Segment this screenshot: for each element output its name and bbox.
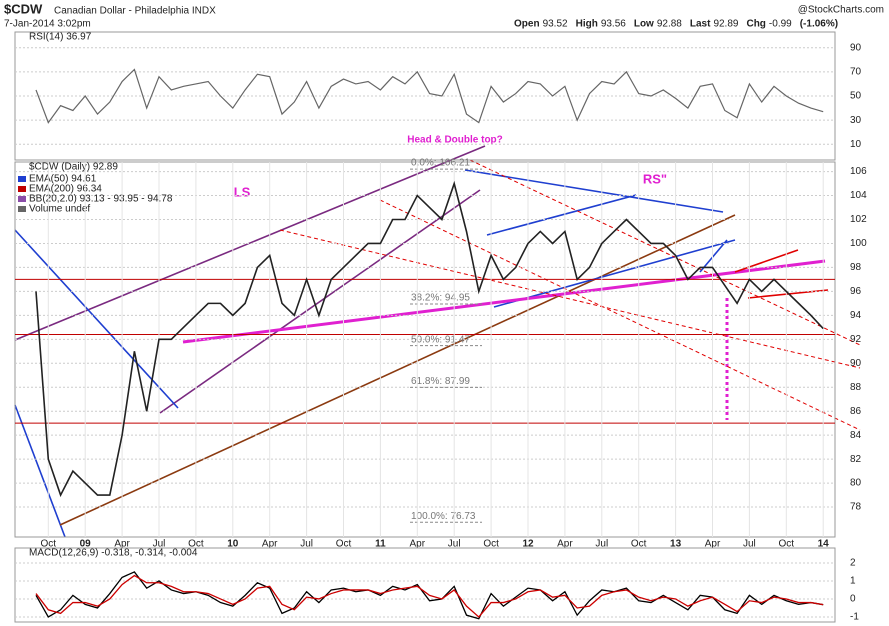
fib-label: 50.0%: 91.47 — [411, 334, 470, 345]
x-tick-label: Jul — [448, 539, 461, 550]
quote-label: Chg — [746, 19, 765, 30]
y-tick-label: 70 — [850, 66, 862, 77]
x-tick-label: 12 — [522, 539, 534, 550]
x-tick-label: 09 — [80, 539, 92, 550]
trend-line — [14, 229, 179, 409]
panel — [14, 161, 836, 538]
y-tick-label: 2 — [850, 558, 856, 569]
annotation: LS — [234, 184, 251, 199]
y-tick-label: 98 — [850, 262, 862, 273]
x-tick-label: Oct — [779, 539, 795, 550]
channel-line — [159, 189, 481, 414]
y-tick-label: 90 — [850, 42, 862, 53]
quote-label: Open — [514, 19, 540, 30]
trend-line — [734, 249, 799, 273]
panel-title: RSI(14) 36.97 — [29, 32, 92, 43]
x-tick-label: 11 — [375, 539, 386, 550]
x-tick-label: Oct — [336, 539, 352, 550]
quote-value: 92.88 — [657, 19, 682, 30]
legend-label: EMA(200) 96.34 — [29, 184, 102, 195]
trend-line — [464, 169, 724, 213]
panel — [14, 547, 836, 623]
x-tick-label: Jul — [300, 539, 313, 550]
y-tick-label: 100 — [850, 238, 867, 249]
trend-line — [14, 404, 66, 538]
y-tick-label: 78 — [850, 502, 862, 513]
x-tick-label: Oct — [188, 539, 204, 550]
x-tick-label: Apr — [557, 539, 573, 550]
quote-value: 92.89 — [713, 19, 738, 30]
symbol: $CDW — [4, 1, 43, 16]
y-tick-label: 102 — [850, 214, 867, 225]
data-line — [35, 574, 824, 618]
x-tick-label: Apr — [114, 539, 130, 550]
x-tick-label: Apr — [410, 539, 426, 550]
y-tick-label: 50 — [850, 91, 862, 102]
source: @StockCharts.com — [798, 5, 884, 16]
trend-line — [486, 194, 637, 236]
y-tick-label: 0 — [850, 594, 856, 605]
y-tick-label: 84 — [850, 430, 862, 441]
y-tick-label: 10 — [850, 139, 862, 150]
trend-line — [493, 239, 736, 308]
x-tick-label: 13 — [670, 539, 682, 550]
y-tick-label: 80 — [850, 478, 862, 489]
y-tick-label: 94 — [850, 310, 862, 321]
legend-swatch — [18, 196, 26, 202]
quote-bar: Open 93.52 High 93.56 Low 92.88 Last 92.89 Chg -0… — [514, 19, 792, 30]
legend-label: Volume undef — [29, 204, 90, 215]
y-tick-label: 92 — [850, 334, 862, 345]
fib-label: 38.2%: 94.95 — [411, 293, 470, 304]
legend-swatch — [18, 176, 26, 182]
x-tick-label: Jul — [743, 539, 756, 550]
quote-label: Last — [690, 19, 711, 30]
x-tick-label: Apr — [705, 539, 721, 550]
y-tick-label: 86 — [850, 406, 862, 417]
legend-swatch — [18, 206, 26, 212]
y-tick-label: 82 — [850, 454, 862, 465]
y-tick-label: 1 — [850, 576, 856, 587]
fib-label: 100.0%: 76.73 — [411, 511, 476, 522]
y-tick-label: 106 — [850, 166, 867, 177]
x-tick-label: Oct — [483, 539, 499, 550]
quote-value: -0.99 — [769, 19, 792, 30]
channel-line — [279, 229, 861, 369]
channel-line — [14, 145, 486, 341]
y-tick-label: 88 — [850, 382, 862, 393]
fib-label: 0.0%: 106.21 — [411, 158, 470, 169]
legend-swatch — [18, 186, 26, 192]
quote-label: High — [576, 19, 598, 30]
quote-value: 93.56 — [601, 19, 626, 30]
data-line — [35, 68, 824, 124]
x-tick-label: Oct — [631, 539, 647, 550]
quote-label: Low — [634, 19, 654, 30]
y-tick-label: 96 — [850, 286, 862, 297]
x-tick-label: 14 — [818, 539, 830, 550]
panel-title: $CDW (Daily) 92.89 — [29, 162, 118, 173]
panel-title: MACD(12,26,9) -0.318, -0.314, -0.004 — [29, 548, 198, 559]
legend-label: EMA(50) 94.61 — [29, 174, 97, 185]
fib-label: 61.8%: 87.99 — [411, 376, 470, 387]
data-line — [35, 180, 824, 498]
y-tick-label: 104 — [850, 190, 867, 201]
x-tick-label: Jul — [595, 539, 608, 550]
y-tick-label: -1 — [850, 612, 859, 623]
x-tick-label: 10 — [227, 539, 239, 550]
y-tick-label: 90 — [850, 358, 862, 369]
x-tick-label: Jul — [153, 539, 166, 550]
date: 7-Jan-2014 3:02pm — [4, 19, 91, 30]
change-percent: (-1.06%) — [800, 19, 838, 30]
legend-label: BB(20,2.0) 93.13 - 93.95 - 94.78 — [29, 194, 173, 205]
annotation: Head & Double top? — [407, 135, 503, 146]
channel-line — [469, 159, 861, 346]
x-tick-label: Apr — [262, 539, 278, 550]
instrument-name: Canadian Dollar - Philadelphia INDX — [54, 6, 216, 17]
annotation: RS" — [643, 171, 667, 186]
trend-line — [59, 214, 736, 526]
y-tick-label: 30 — [850, 115, 862, 126]
x-tick-label: Oct — [41, 539, 57, 550]
quote-value: 93.52 — [543, 19, 568, 30]
